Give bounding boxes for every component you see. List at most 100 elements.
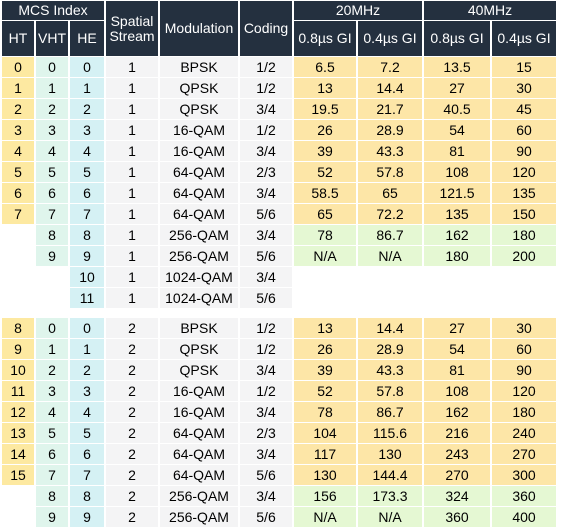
rate-40mhz-04gi-cell: 240 xyxy=(492,423,556,443)
rate-20mhz-04gi-cell: 72.2 xyxy=(358,204,422,224)
rate-20mhz-08gi-cell: 104 xyxy=(294,423,356,443)
spatial-stream-cell: 1 xyxy=(106,78,158,98)
ht-cell xyxy=(2,486,34,506)
rate-40mhz-04gi-cell: 120 xyxy=(492,381,556,401)
ht-cell: 5 xyxy=(2,162,34,182)
rate-20mhz-08gi-cell xyxy=(294,288,356,308)
modulation-cell: QPSK xyxy=(160,78,238,98)
rate-20mhz-08gi-cell: 13 xyxy=(294,78,356,98)
vht-cell: 4 xyxy=(36,402,68,422)
rate-20mhz-04gi-cell: 144.4 xyxy=(358,465,422,485)
he-cell: 9 xyxy=(70,507,104,527)
group-separator xyxy=(2,309,556,317)
spatial-stream-header: Spatial Stream xyxy=(106,1,158,56)
he-cell: 1 xyxy=(70,78,104,98)
spatial-stream-cell: 1 xyxy=(106,225,158,245)
rate-40mhz-08gi-cell: 108 xyxy=(424,381,490,401)
ht-cell: 15 xyxy=(2,465,34,485)
rate-20mhz-04gi-cell: 57.8 xyxy=(358,381,422,401)
vht-cell: 7 xyxy=(36,204,68,224)
he-cell: 6 xyxy=(70,444,104,464)
ht-cell: 1 xyxy=(2,78,34,98)
bw20-gi04-header: 0.4µs GI xyxy=(358,21,422,56)
vht-cell: 3 xyxy=(36,381,68,401)
rate-20mhz-04gi-cell: 28.9 xyxy=(358,339,422,359)
rate-40mhz-04gi-cell: 120 xyxy=(492,162,556,182)
ht-cell: 6 xyxy=(2,183,34,203)
modulation-header: Modulation xyxy=(160,1,238,56)
rate-20mhz-04gi-cell: 115.6 xyxy=(358,423,422,443)
modulation-cell: 64-QAM xyxy=(160,444,238,464)
vht-cell: 6 xyxy=(36,444,68,464)
rate-20mhz-08gi-cell: N/A xyxy=(294,507,356,527)
coding-cell: 1/2 xyxy=(240,120,292,140)
table-body: 0 0 0 1 BPSK 1/2 6.5 7.2 13.5 15 1 1 1 1 QPSK 1/2 13 14.4… xyxy=(2,57,556,527)
ht-cell xyxy=(2,267,34,287)
modulation-cell: QPSK xyxy=(160,360,238,380)
rate-40mhz-08gi-cell: 121.5 xyxy=(424,183,490,203)
he-cell: 8 xyxy=(70,486,104,506)
rate-40mhz-04gi-cell: 180 xyxy=(492,225,556,245)
rate-40mhz-04gi-cell: 90 xyxy=(492,360,556,380)
vht-cell: 6 xyxy=(36,183,68,203)
bw40-gi08-header: 0.8µs GI xyxy=(424,21,490,56)
ht-cell: 11 xyxy=(2,381,34,401)
vht-cell: 3 xyxy=(36,120,68,140)
vht-cell: 2 xyxy=(36,99,68,119)
rate-40mhz-08gi-cell: 108 xyxy=(424,162,490,182)
modulation-cell: 64-QAM xyxy=(160,423,238,443)
spatial-stream-cell: 1 xyxy=(106,99,158,119)
coding-cell: 3/4 xyxy=(240,486,292,506)
coding-header: Coding xyxy=(240,1,292,56)
coding-cell: 5/6 xyxy=(240,507,292,527)
table-row: 4 4 4 1 16-QAM 3/4 39 43.3 81 90 xyxy=(2,141,556,161)
vht-cell: 5 xyxy=(36,423,68,443)
modulation-cell: 256-QAM xyxy=(160,486,238,506)
rate-40mhz-04gi-cell: 15 xyxy=(492,57,556,77)
vht-cell: 7 xyxy=(36,465,68,485)
coding-cell: 3/4 xyxy=(240,402,292,422)
vht-cell: 8 xyxy=(36,486,68,506)
rate-20mhz-08gi-cell: 78 xyxy=(294,225,356,245)
table-row: 8 8 2 256-QAM 3/4 156 173.3 324 360 xyxy=(2,486,556,506)
rate-20mhz-04gi-cell: 57.8 xyxy=(358,162,422,182)
modulation-cell: BPSK xyxy=(160,57,238,77)
table-row: 6 6 6 1 64-QAM 3/4 58.5 65 121.5 135 xyxy=(2,183,556,203)
table-row: 11 3 3 2 16-QAM 1/2 52 57.8 108 120 xyxy=(2,381,556,401)
rate-20mhz-04gi-cell: 65 xyxy=(358,183,422,203)
rate-40mhz-08gi-cell: 81 xyxy=(424,360,490,380)
spatial-stream-cell: 1 xyxy=(106,204,158,224)
he-cell: 9 xyxy=(70,246,104,266)
mcs-index-header: MCS Index xyxy=(2,1,104,20)
coding-cell: 2/3 xyxy=(240,423,292,443)
rate-40mhz-04gi-cell: 60 xyxy=(492,120,556,140)
coding-cell: 1/2 xyxy=(240,57,292,77)
coding-cell: 1/2 xyxy=(240,78,292,98)
rate-40mhz-04gi-cell: 60 xyxy=(492,339,556,359)
spatial-stream-cell: 2 xyxy=(106,339,158,359)
rate-40mhz-08gi-cell: 13.5 xyxy=(424,57,490,77)
rate-40mhz-08gi-cell: 81 xyxy=(424,141,490,161)
rate-40mhz-04gi-cell: 360 xyxy=(492,486,556,506)
coding-cell: 3/4 xyxy=(240,141,292,161)
ht-cell: 4 xyxy=(2,141,34,161)
table-row: 11 1 1024-QAM 5/6 xyxy=(2,288,556,308)
bw40-header: 40MHz xyxy=(424,1,556,20)
spatial-stream-cell: 2 xyxy=(106,381,158,401)
rate-40mhz-04gi-cell xyxy=(492,288,556,308)
rate-40mhz-08gi-cell: 162 xyxy=(424,225,490,245)
he-cell: 7 xyxy=(70,204,104,224)
rate-40mhz-08gi-cell: 216 xyxy=(424,423,490,443)
ht-cell: 13 xyxy=(2,423,34,443)
rate-40mhz-08gi-cell: 27 xyxy=(424,318,490,338)
vht-cell: 4 xyxy=(36,141,68,161)
coding-cell: 5/6 xyxy=(240,288,292,308)
he-cell: 6 xyxy=(70,183,104,203)
he-cell: 3 xyxy=(70,120,104,140)
he-cell: 3 xyxy=(70,381,104,401)
table-row: 9 9 1 256-QAM 5/6 N/A N/A 180 200 xyxy=(2,246,556,266)
rate-40mhz-04gi-cell: 30 xyxy=(492,318,556,338)
rate-20mhz-04gi-cell: N/A xyxy=(358,507,422,527)
rate-20mhz-08gi-cell xyxy=(294,267,356,287)
